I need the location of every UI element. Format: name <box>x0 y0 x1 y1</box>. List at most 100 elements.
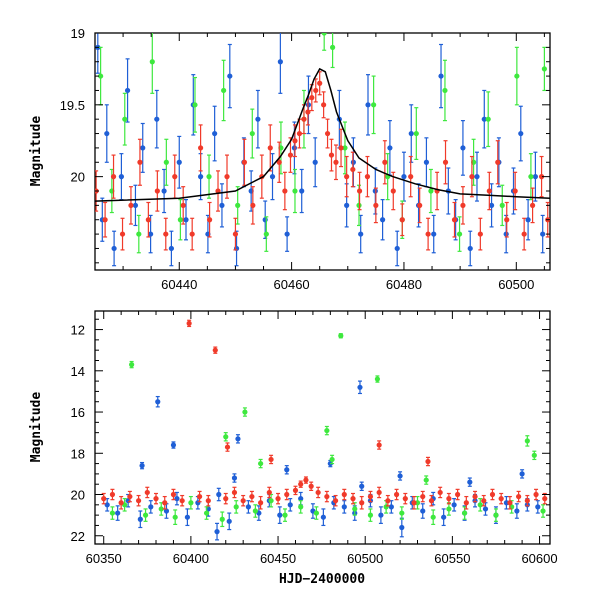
data-point <box>359 483 365 489</box>
top-blue-point <box>124 58 131 123</box>
data-point <box>324 427 330 434</box>
data-point <box>119 231 126 237</box>
data-point <box>542 496 548 502</box>
data-point <box>205 498 211 504</box>
data-point <box>223 496 229 502</box>
data-point <box>122 116 128 122</box>
top-red-point <box>328 138 335 172</box>
bottom-blue-point <box>378 506 384 524</box>
top-red-point <box>110 154 117 199</box>
data-point <box>376 442 382 448</box>
top-green-point <box>456 216 463 252</box>
data-point <box>380 217 386 223</box>
data-point <box>301 116 307 122</box>
data-point <box>170 491 177 498</box>
data-point <box>137 516 143 522</box>
top-blue-point <box>198 153 204 201</box>
bottom-x-tick-label: 60550 <box>434 551 470 566</box>
top-x-tick-label: 60460 <box>274 277 310 292</box>
data-point <box>267 145 273 151</box>
top-y-tick-label: 19.5 <box>60 98 85 113</box>
bottom-x-tick-label: 60400 <box>173 551 209 566</box>
data-point <box>387 145 393 151</box>
data-point <box>235 436 241 442</box>
top-red-point <box>224 154 230 199</box>
data-point <box>498 496 504 502</box>
data-point <box>176 159 182 165</box>
top-blue-point <box>460 120 466 176</box>
top-blue-point <box>269 153 276 201</box>
data-point <box>136 231 142 237</box>
bottom-blue-point <box>137 510 143 529</box>
bottom-red-point <box>212 346 218 354</box>
data-point <box>223 434 229 440</box>
data-point <box>298 504 304 510</box>
data-point <box>446 496 452 502</box>
bottom-blue-point <box>535 500 541 514</box>
bottom-red-point <box>292 485 299 496</box>
bottom-green-point <box>158 502 164 516</box>
data-point <box>428 188 434 194</box>
data-point <box>474 174 480 180</box>
bottom-green-point <box>109 506 116 520</box>
bottom-y-tick-label: 22 <box>71 529 85 544</box>
top-red-point <box>390 171 396 211</box>
top-red-point <box>180 186 186 225</box>
data-point <box>402 496 408 502</box>
data-point <box>344 174 350 180</box>
data-point <box>198 174 204 180</box>
data-point <box>408 174 414 180</box>
data-point <box>296 130 303 137</box>
top-panel: 60440 60460 60480 60500 19 19.5 20 Magnitude <box>29 26 551 292</box>
data-point <box>163 508 170 514</box>
data-point <box>401 174 407 180</box>
top-data-marks <box>95 33 550 267</box>
bottom-y-tick-label: 16 <box>71 405 85 420</box>
top-blue-point <box>431 214 437 254</box>
top-blue-point <box>176 135 182 189</box>
top-blue-point <box>380 199 386 241</box>
top-red-point <box>321 91 327 119</box>
top-red-point <box>356 171 363 211</box>
top-green-point <box>249 108 255 159</box>
data-point <box>455 491 461 498</box>
data-point <box>148 231 154 237</box>
bottom-red-point <box>240 494 246 507</box>
bottom-blue-point <box>226 512 232 531</box>
bottom-blue-point <box>441 508 447 527</box>
top-green-point <box>163 138 169 186</box>
bottom-red-point <box>186 319 192 328</box>
data-point <box>514 508 520 514</box>
bottom-red-point <box>385 494 391 507</box>
data-point <box>303 477 309 483</box>
data-point <box>442 87 448 94</box>
data-point <box>110 174 117 180</box>
bottom-red-point <box>332 494 339 507</box>
data-point <box>367 493 374 500</box>
top-red-point <box>469 155 475 198</box>
bottom-red-point <box>481 494 487 507</box>
data-point <box>376 489 382 496</box>
top-blue-point <box>467 230 473 267</box>
data-point <box>441 514 447 520</box>
data-point <box>242 409 248 415</box>
data-point <box>451 217 458 223</box>
top-red-point <box>189 217 195 251</box>
bottom-blue-point <box>216 487 222 502</box>
data-point <box>507 500 513 506</box>
data-point <box>163 159 169 165</box>
data-point <box>263 231 269 237</box>
bottom-red-point <box>109 488 116 501</box>
data-point <box>212 347 218 353</box>
bottom-red-point <box>463 495 469 510</box>
bottom-panel: 60350 60400 60450 60500 60550 60600 12 14 16 18 20… <box>29 310 558 587</box>
bottom-green-point <box>258 458 264 469</box>
bottom-red-point <box>437 486 443 499</box>
top-blue-point <box>212 105 218 162</box>
data-point <box>299 188 305 194</box>
data-point <box>493 512 499 518</box>
bottom-red-point <box>498 492 504 505</box>
top-blue-point <box>540 214 546 254</box>
top-red-point <box>296 118 303 149</box>
